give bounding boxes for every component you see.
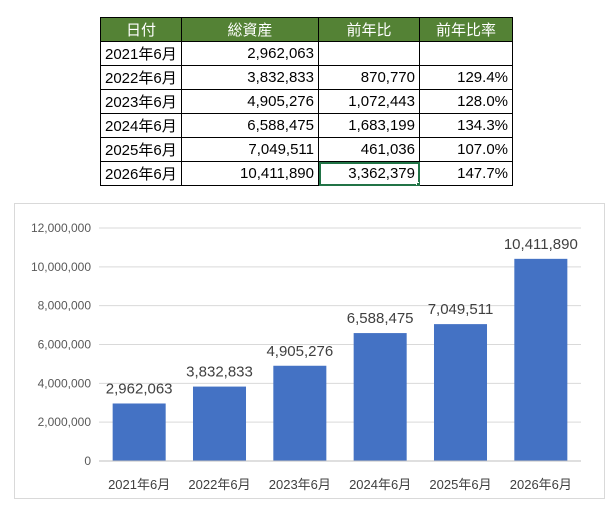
y-tick-label: 6,000,000 <box>38 338 92 352</box>
table-cell[interactable]: 461,036 <box>318 137 420 162</box>
table-cell[interactable]: 2022年6月 <box>100 65 182 90</box>
table-cell[interactable]: 134.3% <box>419 113 513 138</box>
table-cell[interactable]: 2023年6月 <box>100 89 182 114</box>
table-cell[interactable]: 147.7% <box>419 161 513 186</box>
table-row: 2021年6月 2,962,063 <box>100 41 513 66</box>
data-label: 10,411,890 <box>504 236 578 253</box>
table-cell[interactable]: 870,770 <box>318 65 420 90</box>
bar[interactable] <box>273 365 327 461</box>
y-tick-label: 4,000,000 <box>38 376 92 390</box>
y-tick-label: 8,000,000 <box>38 299 92 313</box>
data-table: 日付 総資産 前年比 前年比率 2021年6月 2,962,063 2022年6月 3… <box>100 17 513 186</box>
header-yoy-change[interactable]: 前年比 <box>318 17 420 42</box>
table-cell[interactable]: 7,049,511 <box>181 137 319 162</box>
table-cell[interactable]: 2026年6月 <box>100 161 182 186</box>
table-cell[interactable]: 128.0% <box>419 89 513 114</box>
data-label: 7,049,511 <box>428 301 494 318</box>
table-cell[interactable]: 2021年6月 <box>100 41 182 66</box>
table-cell[interactable]: 1,072,443 <box>318 89 420 114</box>
chart-canvas: 0 2,000,000 4,000,000 6,000,000 8,000,000 10,… <box>31 221 581 492</box>
table-cell[interactable] <box>419 41 513 66</box>
table-cell[interactable]: 1,683,199 <box>318 113 420 138</box>
y-tick-label: 12,000,000 <box>31 221 91 235</box>
bar[interactable] <box>514 258 568 461</box>
data-label: 3,832,833 <box>186 364 253 381</box>
table-row: 2022年6月 3,832,833 870,770 129.4% <box>100 65 513 90</box>
table-cell[interactable]: 2024年6月 <box>100 113 182 138</box>
x-tick-label: 2023年6月 <box>269 477 331 492</box>
table-cell[interactable]: 107.0% <box>419 137 513 162</box>
table-cell[interactable]: 3,362,379 <box>318 161 420 186</box>
x-tick-label: 2022年6月 <box>188 477 250 492</box>
table-cell[interactable]: 4,905,276 <box>181 89 319 114</box>
header-date[interactable]: 日付 <box>100 17 182 42</box>
table-header-row: 日付 総資産 前年比 前年比率 <box>100 17 513 42</box>
table-cell[interactable]: 2025年6月 <box>100 137 182 162</box>
fill-handle[interactable] <box>416 182 419 185</box>
header-yoy-ratio[interactable]: 前年比率 <box>419 17 513 42</box>
table-cell[interactable] <box>318 41 420 66</box>
x-tick-label: 2021年6月 <box>108 477 170 492</box>
header-total-assets[interactable]: 総資産 <box>181 17 319 42</box>
y-tick-label: 2,000,000 <box>38 415 92 429</box>
bar[interactable] <box>353 333 407 461</box>
data-label: 4,905,276 <box>266 343 333 360</box>
y-tick-label: 0 <box>84 454 91 468</box>
table-cell[interactable]: 10,411,890 <box>181 161 319 186</box>
bar[interactable] <box>433 324 488 461</box>
table-cell[interactable]: 3,832,833 <box>181 65 319 90</box>
y-tick-label: 10,000,000 <box>31 260 91 274</box>
table-row: 2024年6月 6,588,475 1,683,199 134.3% <box>100 113 513 138</box>
table-cell[interactable]: 2,962,063 <box>181 41 319 66</box>
bar[interactable] <box>112 403 166 461</box>
table-cell[interactable]: 129.4% <box>419 65 513 90</box>
table-cell[interactable]: 6,588,475 <box>181 113 319 138</box>
x-tick-label: 2025年6月 <box>429 477 491 492</box>
x-tick-label: 2026年6月 <box>510 477 572 492</box>
data-label: 2,962,063 <box>106 380 173 397</box>
table-row: 2025年6月 7,049,511 461,036 107.0% <box>100 137 513 162</box>
table-row: 2023年6月 4,905,276 1,072,443 128.0% <box>100 89 513 114</box>
bar[interactable] <box>192 386 247 461</box>
table-row: 2026年6月 10,411,890 3,362,379 147.7% <box>100 161 513 186</box>
x-tick-label: 2024年6月 <box>349 477 411 492</box>
bar-chart[interactable]: 0 2,000,000 4,000,000 6,000,000 8,000,000 10,… <box>14 203 605 499</box>
data-label: 6,588,475 <box>347 310 414 327</box>
